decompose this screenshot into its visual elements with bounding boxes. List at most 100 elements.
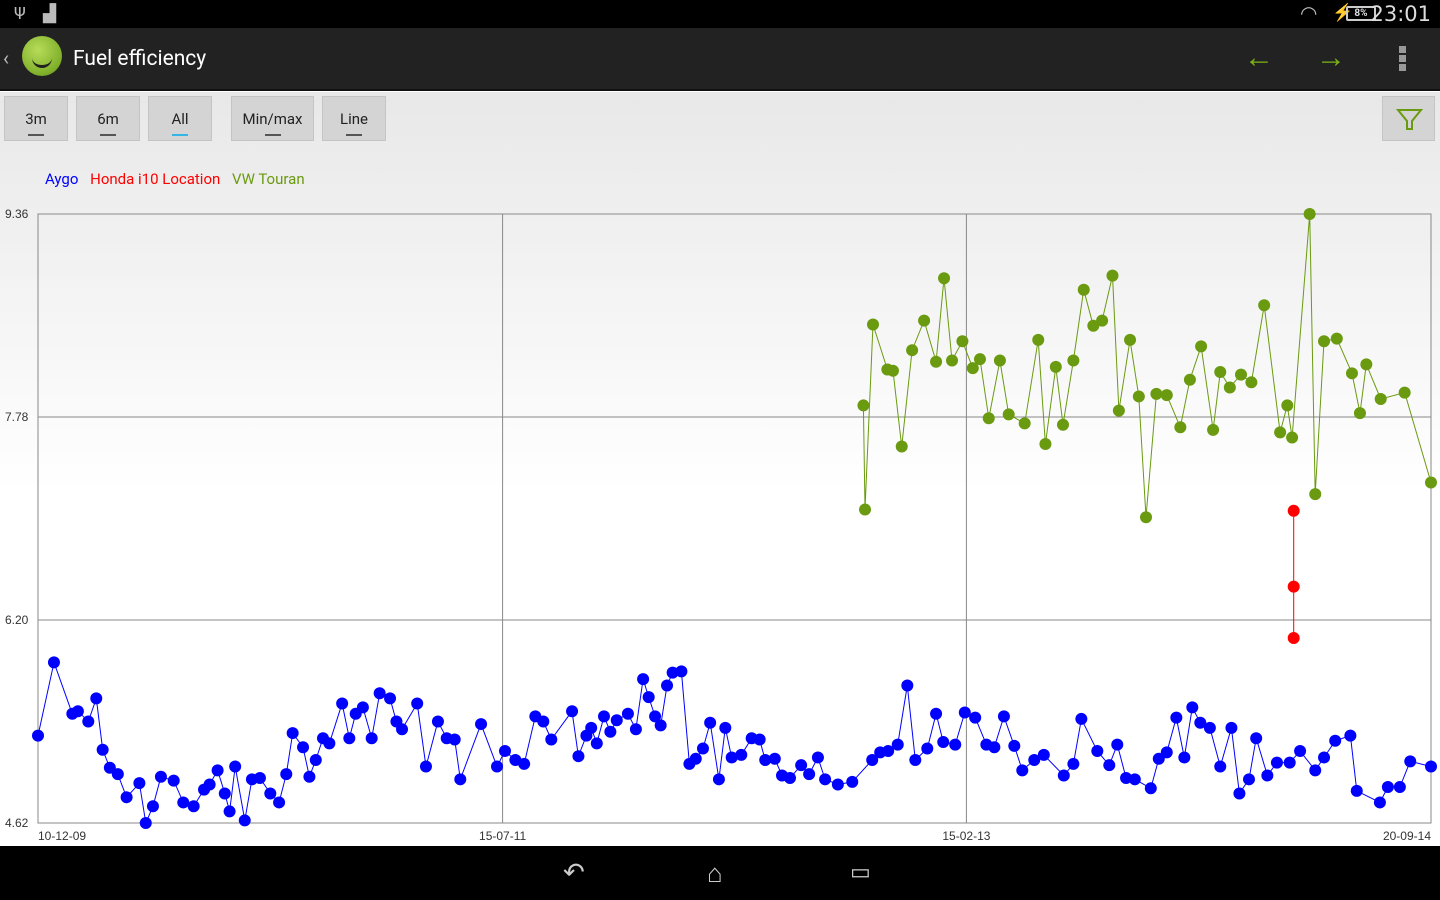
data-point: [1002, 408, 1015, 421]
data-point: [909, 754, 922, 767]
data-point: [719, 721, 732, 734]
data-point: [1195, 340, 1208, 353]
data-point: [1183, 373, 1196, 386]
data-point: [253, 772, 266, 785]
legend-honda[interactable]: Honda i10 Location: [90, 170, 221, 188]
data-point: [958, 706, 971, 719]
button-label: All: [171, 110, 189, 128]
data-point: [133, 777, 146, 790]
data-point: [930, 707, 943, 720]
data-point: [712, 773, 725, 786]
data-point: [997, 710, 1010, 723]
data-point: [343, 732, 356, 745]
data-point: [1309, 764, 1322, 777]
navigation-bar: ↶ ⌂ ▭: [0, 846, 1440, 900]
data-point: [1270, 756, 1283, 769]
data-point: [1381, 781, 1394, 794]
data-point: [1103, 759, 1116, 772]
legend-touran[interactable]: VW Touran: [232, 170, 305, 188]
data-point: [753, 733, 766, 746]
overflow-menu-icon[interactable]: [1399, 46, 1408, 73]
data-point: [973, 353, 986, 366]
data-point: [993, 354, 1006, 367]
data-point: [886, 364, 899, 377]
data-point: [930, 355, 943, 368]
data-point: [1106, 269, 1119, 282]
data-point: [154, 770, 167, 783]
data-point: [1087, 319, 1100, 332]
data-point: [675, 665, 688, 678]
data-point: [1214, 760, 1227, 773]
data-point: [373, 687, 386, 700]
data-point: [1037, 748, 1050, 761]
data-point: [1330, 332, 1343, 345]
arrow-left-icon[interactable]: ←: [1244, 40, 1274, 75]
range-all-button[interactable]: All: [148, 96, 212, 141]
legend-aygo[interactable]: Aygo: [45, 170, 79, 188]
data-point: [590, 737, 603, 750]
x-tick-label: 20-09-14: [1383, 829, 1431, 843]
recent-apps-icon[interactable]: ▭: [850, 860, 871, 885]
y-tick-label: 9.36: [5, 207, 29, 221]
data-point: [71, 705, 84, 718]
data-point: [768, 752, 781, 765]
back-caret-icon[interactable]: ‹: [3, 46, 10, 70]
data-point: [1186, 701, 1199, 714]
data-point: [211, 764, 224, 777]
data-point: [120, 791, 133, 804]
page-title: Fuel efficiency: [73, 47, 207, 71]
data-point: [1203, 721, 1216, 734]
data-point: [177, 796, 190, 809]
data-point: [537, 715, 550, 728]
data-point: [1303, 208, 1316, 220]
data-point: [1174, 421, 1187, 434]
min-max-button[interactable]: Min/max: [231, 96, 314, 141]
arrow-right-icon[interactable]: →: [1316, 40, 1346, 75]
battery-level: 8%: [1354, 8, 1368, 19]
data-point: [1057, 769, 1070, 782]
data-point: [518, 757, 531, 770]
data-point: [545, 733, 558, 746]
data-point: [1350, 784, 1363, 797]
data-point: [831, 778, 844, 791]
filter-button[interactable]: [1382, 96, 1435, 141]
data-point: [1373, 796, 1386, 809]
data-point: [1274, 426, 1287, 439]
data-point: [882, 745, 895, 758]
data-point: [1287, 580, 1300, 593]
data-point: [1111, 738, 1124, 751]
data-point: [1287, 631, 1300, 644]
data-point: [735, 748, 748, 761]
data-point: [264, 787, 277, 800]
data-point: [1286, 431, 1299, 444]
data-point: [566, 705, 579, 718]
data-point: [795, 759, 808, 772]
app-smiley-icon[interactable]: [22, 36, 62, 76]
data-point: [96, 743, 109, 756]
status-bar: Ψ ▟ ◠ ⚡ 8% 23:01: [0, 0, 1440, 28]
data-point: [969, 711, 982, 724]
line-button[interactable]: Line: [322, 96, 386, 141]
data-point: [666, 666, 679, 679]
range-3m-button[interactable]: 3m: [4, 96, 68, 141]
data-point: [498, 745, 511, 758]
data-point: [1353, 407, 1366, 420]
data-point: [1194, 716, 1207, 729]
data-point: [654, 719, 667, 732]
data-point: [1281, 399, 1294, 412]
home-icon[interactable]: ⌂: [707, 859, 723, 889]
back-icon[interactable]: ↶: [563, 858, 585, 888]
data-point: [1393, 781, 1406, 794]
data-point: [859, 503, 872, 516]
data-point: [597, 710, 610, 723]
clock: 23:01: [1370, 2, 1431, 26]
data-point: [1318, 335, 1331, 348]
fuel-efficiency-chart[interactable]: 4.62 6.20 7.78 9.36 10-12-09 15-07-11 15-02-13…: [0, 92, 1440, 846]
data-point: [866, 754, 879, 767]
range-6m-button[interactable]: 6m: [76, 96, 140, 141]
data-point: [303, 770, 316, 783]
data-point: [1150, 387, 1163, 400]
data-point: [431, 715, 444, 728]
data-point: [642, 691, 655, 704]
data-point: [1120, 772, 1133, 785]
